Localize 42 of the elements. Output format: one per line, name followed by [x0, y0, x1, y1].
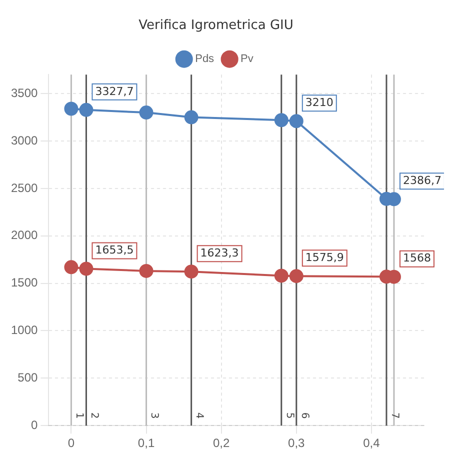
- y-tick-label: 1500: [10, 276, 38, 290]
- x-tick-label: 0,2: [212, 436, 230, 450]
- point: [139, 106, 154, 120]
- data-label: 2386,7: [402, 174, 442, 188]
- data-label: 3327,7: [95, 84, 134, 98]
- x-tick-label: 0: [68, 436, 75, 450]
- y-tick-label: 500: [18, 370, 38, 384]
- y-tick-label: 1000: [10, 323, 38, 338]
- y-tick-label: 0: [31, 418, 38, 432]
- point: [64, 102, 78, 116]
- data-label: 1568: [402, 252, 431, 265]
- point: [274, 268, 288, 283]
- annotation: 5: [284, 412, 295, 419]
- x-tick-label: 0,3: [288, 436, 306, 450]
- point: [289, 269, 304, 284]
- data-label: 1623,3: [200, 246, 239, 260]
- point: [64, 260, 78, 274]
- data-label: 3210: [305, 96, 334, 109]
- point: [79, 102, 94, 117]
- annotation: 2: [88, 412, 100, 419]
- y-tick-label: 3000: [10, 133, 38, 148]
- x-tick-label: 0,1: [138, 436, 155, 450]
- annotation: 6: [298, 412, 310, 419]
- point: [274, 113, 288, 128]
- y-tick-label: 3500: [10, 86, 38, 100]
- point: [139, 264, 154, 278]
- data-label: 1575,9: [305, 250, 344, 264]
- chart-title: Verifica Igrometrica GIU: [138, 18, 294, 34]
- point: [184, 264, 198, 279]
- annotation: 7: [388, 412, 400, 419]
- annotation: 3: [148, 412, 160, 419]
- y-tick-label: 2000: [10, 228, 38, 242]
- data-label: 1653,5: [95, 244, 134, 257]
- point: [184, 110, 198, 124]
- legend-label: Pv: [240, 53, 254, 66]
- x-tick-label: 0,4: [363, 436, 380, 450]
- annotation: 4: [194, 412, 205, 419]
- annotation: 1: [74, 412, 85, 419]
- y-tick-label: 2500: [10, 180, 38, 195]
- point: [79, 262, 94, 276]
- point: [289, 114, 304, 128]
- legend-label: Pds: [195, 53, 215, 66]
